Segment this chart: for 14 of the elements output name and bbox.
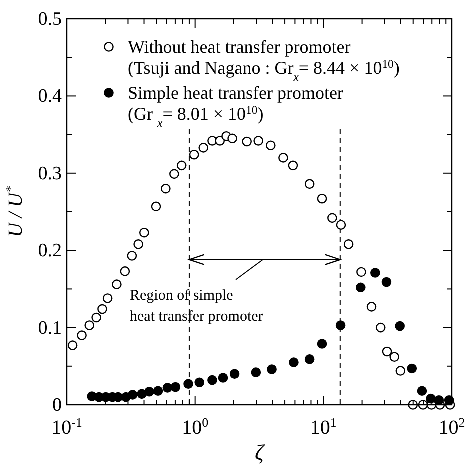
x-tick-label: 10$^{0}$ bbox=[182, 414, 209, 439]
x-tick-label: 10$^{1}$ bbox=[310, 414, 337, 439]
y-tick-label: 0.5 bbox=[38, 9, 62, 30]
y-tick-label: 0 bbox=[52, 395, 62, 416]
y-tick-label: 0.1 bbox=[38, 318, 62, 339]
annotation: Region of simple heat transfer promoter bbox=[130, 288, 264, 325]
legend-label: Simple heat transfer promoter (Gr $_{x}$= 8.01 × 10$^{10}$) bbox=[128, 83, 344, 130]
x-axis-title: ζ bbox=[255, 440, 266, 465]
x-tick-label: 10$^{-1}$ bbox=[52, 414, 82, 439]
x-tick-label: 10$^{2}$ bbox=[438, 414, 466, 439]
y-tick-label: 0.2 bbox=[38, 240, 62, 262]
legend-label: Without heat transfer promoter (Tsuji and Nagano : Gr$_{x}$= 8.44 × 10$^{10}$) bbox=[128, 37, 400, 84]
y-tick-label: 0.3 bbox=[38, 163, 62, 184]
y-tick-label: 0.4 bbox=[38, 86, 62, 108]
